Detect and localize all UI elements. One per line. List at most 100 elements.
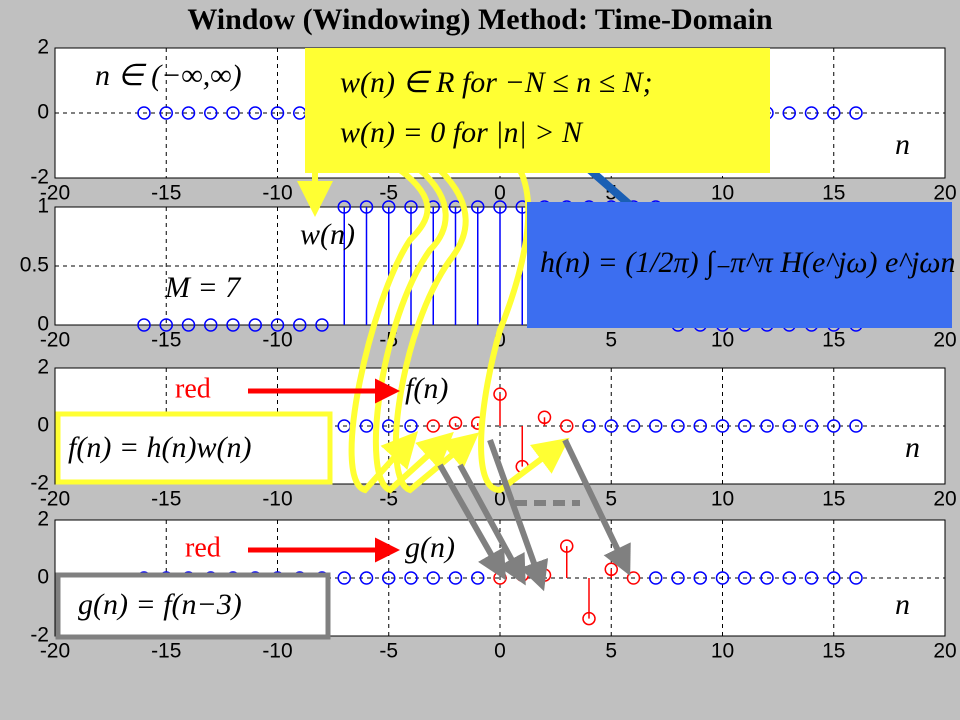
x-tick-label: 15 — [822, 329, 845, 352]
x-tick-label: -15 — [151, 488, 181, 511]
y-tick-label: 0 — [37, 414, 49, 437]
x-tick-label: 15 — [822, 640, 845, 663]
x-tick-label: -20 — [40, 182, 70, 205]
stem-marker — [626, 571, 641, 585]
stem-marker — [204, 106, 218, 120]
stem-marker — [226, 318, 240, 332]
blue-arrow — [587, 166, 633, 209]
stem-marker — [560, 539, 574, 553]
f-box — [55, 411, 333, 485]
stem-marker — [537, 410, 552, 425]
stem-marker — [693, 419, 707, 433]
stem-marker — [159, 106, 173, 120]
x-tick-label: -5 — [379, 640, 398, 663]
stem-marker — [849, 106, 863, 120]
stem-marker — [693, 571, 707, 585]
x-tick-label: 0 — [494, 182, 506, 205]
y-tick-label: 0 — [37, 313, 49, 336]
stem-marker — [804, 419, 819, 433]
formula: h(n) = (1/2π) ∫₋π^π H(e^jω) e^jωn dω — [540, 246, 960, 281]
x-tick-label: -20 — [40, 329, 70, 352]
x-tick-label: 0 — [494, 640, 506, 663]
stem-marker — [181, 318, 196, 332]
stem-marker — [760, 571, 774, 585]
stem-marker — [604, 419, 618, 433]
stem-marker — [804, 106, 819, 120]
x-tick-label: 10 — [711, 329, 734, 352]
x-tick-label: -20 — [40, 488, 70, 511]
stem-marker — [448, 416, 463, 430]
stem-marker — [270, 318, 285, 332]
stem-marker — [738, 419, 752, 433]
stem-marker — [337, 200, 351, 214]
formula: w(n) = 0 for |n| > N — [340, 116, 584, 149]
stem-marker — [827, 419, 841, 433]
stem-marker — [649, 571, 663, 585]
x-tick-label: -15 — [151, 329, 181, 352]
stem-marker — [671, 419, 685, 433]
y-tick-label: -2 — [30, 166, 49, 189]
stem-marker — [359, 571, 374, 585]
stem-marker — [782, 106, 796, 120]
axis-label: n — [905, 431, 920, 464]
x-tick-label: 5 — [605, 488, 617, 511]
formula: M = 7 — [164, 271, 242, 304]
stem-marker — [782, 419, 796, 433]
formula: w(n) ∈ R for −N ≤ n ≤ N; — [340, 66, 653, 99]
stem-marker — [137, 106, 151, 120]
stem-marker — [827, 571, 841, 585]
y-tick-label: 0 — [37, 101, 49, 124]
x-tick-label: 5 — [605, 329, 617, 352]
stem-marker — [471, 200, 485, 214]
y-tick-label: 1 — [37, 195, 49, 218]
stem-marker — [315, 318, 329, 332]
x-tick-label: -5 — [379, 182, 398, 205]
formula: f(n) = h(n)w(n) — [68, 431, 252, 464]
stem-marker — [382, 200, 396, 214]
x-tick-label: -10 — [262, 640, 292, 663]
stem-marker — [159, 318, 173, 332]
stem-marker — [626, 419, 641, 433]
formula: n ∈ (−∞,∞) — [95, 59, 242, 92]
x-tick-label: 10 — [711, 640, 734, 663]
stem-marker — [715, 419, 730, 433]
x-tick-label: 0 — [494, 488, 506, 511]
stem-marker — [382, 571, 396, 585]
stem-marker — [226, 106, 240, 120]
ideal-box — [527, 202, 952, 328]
formula: g(n) — [405, 531, 455, 564]
axis-label: n — [895, 588, 910, 621]
stem-marker — [337, 571, 351, 585]
stem-marker — [204, 318, 218, 332]
stem-marker — [493, 200, 507, 214]
formula: g(n) = f(n−3) — [78, 588, 242, 621]
x-tick-label: -15 — [151, 640, 181, 663]
g-box — [55, 572, 331, 640]
y-tick-label: -2 — [30, 472, 49, 495]
stem-marker — [137, 318, 151, 332]
y-tick-label: 0.5 — [20, 254, 49, 277]
stem-marker — [849, 571, 863, 585]
y-tick-label: 2 — [37, 508, 49, 531]
stem-marker — [270, 106, 285, 120]
x-tick-label: 20 — [933, 640, 956, 663]
stem-marker — [448, 571, 463, 585]
stem-marker — [849, 419, 863, 433]
stem-marker — [359, 200, 374, 214]
x-tick-label: -15 — [151, 182, 181, 205]
y-tick-label: 2 — [37, 36, 49, 59]
y-tick-label: 0 — [37, 566, 49, 589]
gray-arrows — [437, 438, 631, 592]
x-tick-label: 20 — [933, 182, 956, 205]
stem-marker — [827, 106, 841, 120]
stem-marker — [493, 387, 507, 401]
stem-marker — [404, 200, 418, 214]
x-tick-label: 20 — [933, 329, 956, 352]
x-tick-label: -10 — [262, 182, 292, 205]
stem-marker — [582, 611, 596, 626]
stem-marker — [248, 318, 262, 332]
label: red — [185, 532, 221, 563]
x-tick-label: 10 — [711, 488, 734, 511]
x-tick-label: 5 — [605, 640, 617, 663]
